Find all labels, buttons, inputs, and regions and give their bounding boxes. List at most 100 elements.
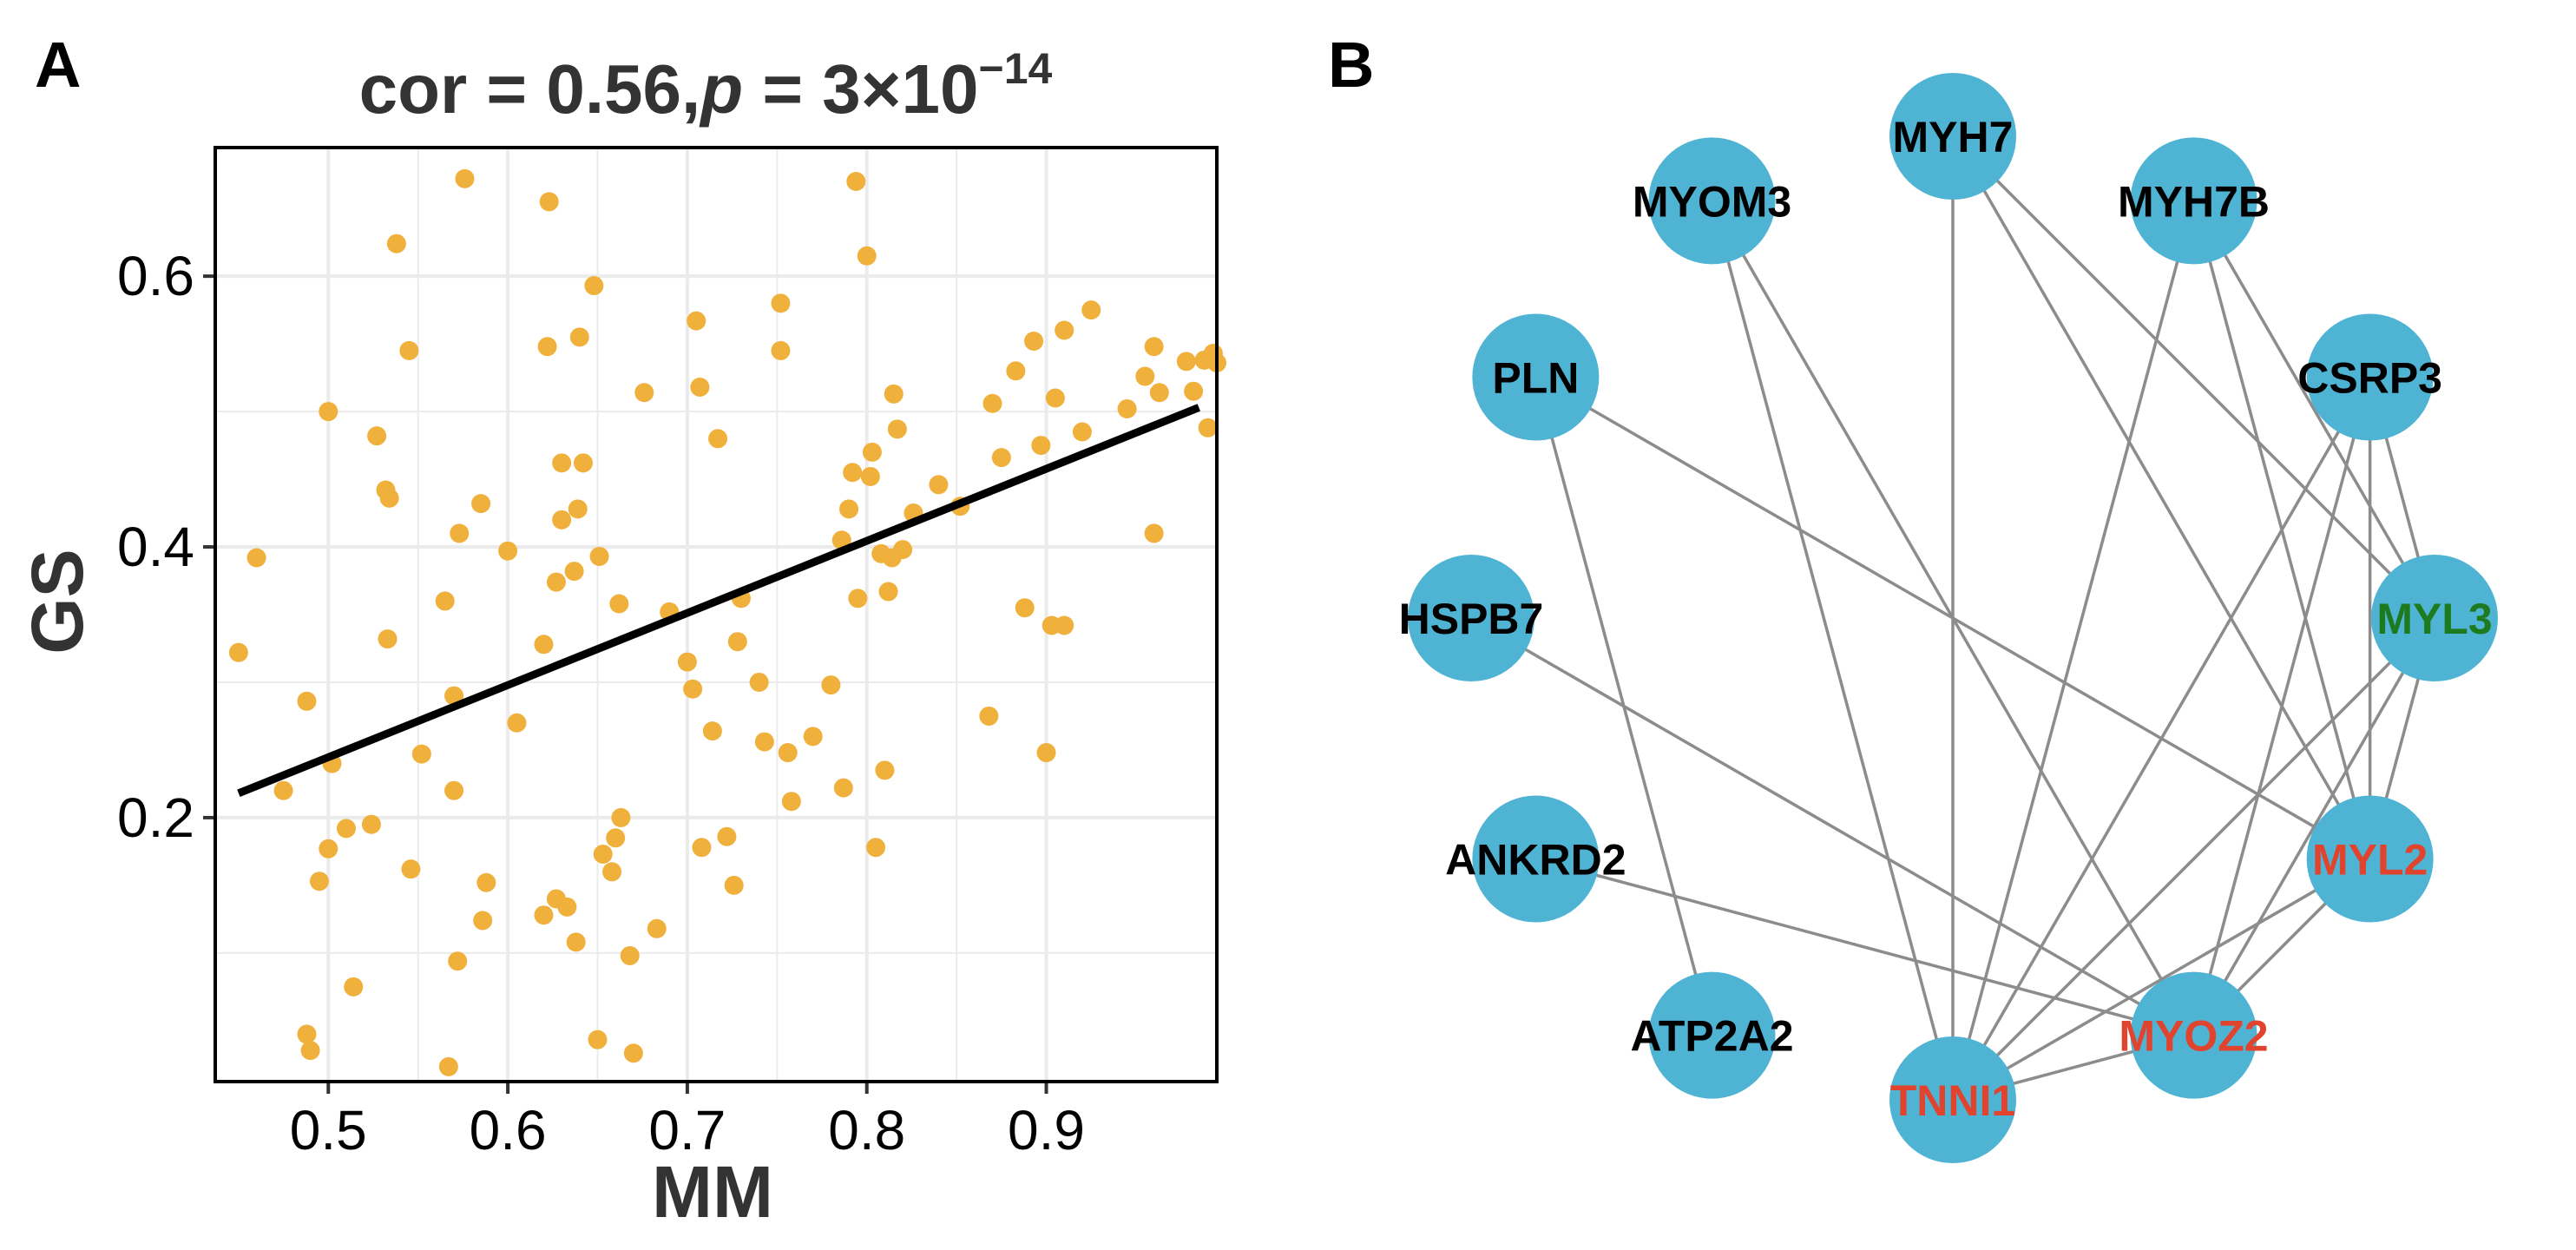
scatter-point — [546, 572, 566, 592]
scatter-point — [589, 546, 609, 566]
node-label-ankrd2: ANKRD2 — [1445, 836, 1626, 885]
scatter-point — [839, 499, 859, 519]
node-circle-tnni1 — [1889, 1036, 2016, 1163]
node-label-myl2: MYL2 — [2312, 836, 2428, 885]
scatter-point — [602, 862, 622, 882]
scatter-point — [893, 540, 913, 560]
network-nodes: MYH7 MYH7B CSRP3 MYL3 MYL2 MYOZ2 TNNI1 ATP2A2 AN… — [1399, 73, 2498, 1163]
scatter-point — [568, 499, 588, 519]
node-label-myh7b: MYH7B — [2118, 177, 2270, 226]
node-label-hspb7: HSPB7 — [1399, 595, 1544, 643]
scatter-point — [534, 905, 554, 925]
scatter-point — [727, 632, 747, 652]
scatter-point — [399, 340, 419, 360]
scatter-point — [552, 453, 572, 473]
network-edge — [1951, 135, 2372, 860]
scatter-point — [857, 246, 877, 266]
y-tick-label: 0.2 — [117, 786, 194, 849]
scatter-point — [584, 276, 604, 296]
node-circle-csrp3 — [2306, 313, 2434, 441]
scatter-point — [573, 453, 593, 473]
scatter-point — [438, 1056, 458, 1076]
scatter-point — [1135, 366, 1155, 386]
scatter-point — [887, 419, 907, 439]
scatter-point — [1024, 331, 1044, 351]
scatter-point — [991, 448, 1011, 468]
scatter-point — [778, 743, 798, 763]
scatter-point — [1055, 615, 1074, 635]
y-axis-title: GS — [16, 549, 98, 654]
scatter-point — [498, 541, 518, 561]
network-edge — [1951, 200, 2196, 1101]
scatter-point — [683, 679, 703, 699]
node-pln: PLN — [1472, 313, 1600, 441]
network-edge — [1534, 857, 2194, 1037]
network-edge — [2192, 617, 2436, 1036]
scatter-point — [473, 911, 493, 931]
x-tick-label: 0.8 — [828, 1099, 905, 1161]
scatter-point — [606, 828, 626, 848]
scatter-point — [537, 337, 557, 357]
node-circle-myh7 — [1889, 73, 2016, 200]
panel-label-b: B — [1328, 29, 1374, 101]
regression-line — [237, 404, 1200, 798]
title-mid: = 3×10 — [743, 50, 978, 128]
scatter-point — [781, 792, 801, 812]
scatter-point — [1055, 320, 1074, 340]
scatter-point — [471, 494, 491, 514]
scatter-point — [803, 727, 823, 747]
node-label-myl3: MYL3 — [2376, 595, 2492, 643]
scatter-point — [846, 171, 866, 191]
scatter-title: cor = 0.56,p = 3×10−14 — [359, 44, 1053, 128]
node-myl2: MYL2 — [2306, 795, 2434, 923]
scatter-point — [1149, 383, 1169, 403]
scatter-point — [1015, 598, 1035, 618]
scatter-point — [878, 582, 898, 602]
scatter-point — [588, 1030, 608, 1049]
scatter-point — [929, 475, 949, 495]
node-circle-hspb7 — [1408, 555, 1534, 681]
node-circle-myl3 — [2371, 555, 2498, 681]
node-circle-ankrd2 — [1472, 795, 1600, 923]
scatter-point — [569, 327, 589, 347]
node-tnni1: TNNI1 — [1889, 1036, 2016, 1163]
network-edge — [1951, 135, 2436, 620]
node-hspb7: HSPB7 — [1399, 555, 1544, 681]
title-p-symbol: p — [699, 50, 743, 128]
scatter-point — [593, 845, 613, 865]
scatter-point — [843, 463, 863, 483]
network-edge — [1470, 616, 2195, 1037]
scatter-point — [476, 872, 496, 892]
scatter-point — [297, 691, 317, 711]
scatter-point — [1081, 300, 1101, 320]
scatter-point — [611, 807, 631, 827]
node-myh7: MYH7 — [1889, 73, 2016, 200]
network-edge — [1952, 857, 2371, 1102]
node-label-csrp3: CSRP3 — [2297, 354, 2442, 403]
scatter-point — [367, 426, 387, 446]
scatter-point — [450, 523, 470, 543]
y-tick-label: 0.4 — [117, 516, 194, 578]
scatter-point — [687, 311, 706, 331]
scatter-point — [1045, 388, 1065, 408]
axis-ticks: 0.5 0.6 0.7 0.8 0.9 0.2 0.4 0.6 — [117, 245, 1085, 1161]
scatter-point — [702, 721, 722, 741]
scatter-point — [246, 548, 266, 568]
scatter-point — [979, 706, 999, 726]
scatter-point — [401, 859, 421, 879]
x-tick-label: 0.5 — [290, 1099, 367, 1161]
scatter-point — [609, 594, 629, 614]
scatter-point — [692, 838, 712, 858]
scatter-point — [1072, 422, 1092, 442]
scatter-point — [319, 839, 338, 859]
node-myl3: MYL3 — [2371, 555, 2498, 681]
scatter-point — [724, 875, 744, 895]
scatter-point — [771, 293, 791, 313]
scatter-point — [1144, 523, 1164, 543]
scatter-point — [336, 819, 356, 839]
node-circle-myl2 — [2306, 795, 2434, 923]
panel-label-a: A — [35, 29, 81, 101]
scatter-point — [884, 384, 904, 404]
scatter-point — [620, 945, 640, 965]
